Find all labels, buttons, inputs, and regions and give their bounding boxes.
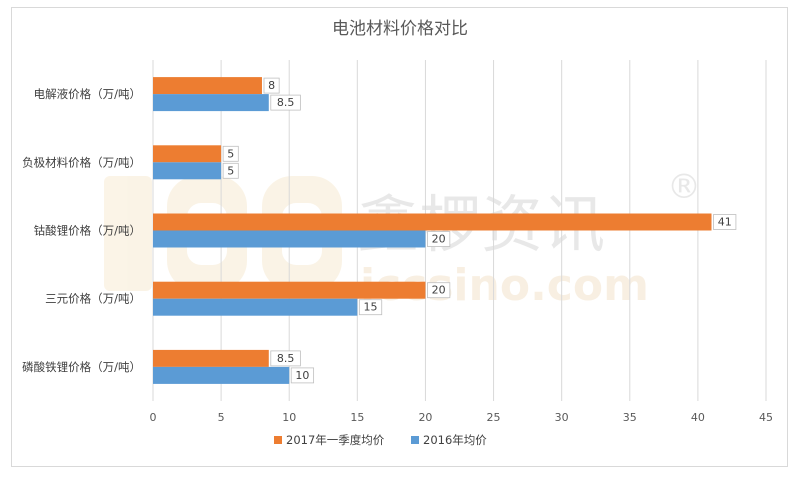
legend: 2017年一季度均价 2016年均价 [274, 433, 487, 447]
legend-label: 2016年均价 [423, 433, 487, 447]
data-label-box [358, 299, 383, 316]
data-label-box [427, 231, 451, 247]
bar-series1 [153, 213, 712, 231]
x-tick-label: 35 [623, 411, 637, 424]
data-label-box [290, 367, 315, 384]
chart-svg: 鑫椤资讯 ® iccsino.com 电池材料价格对比 88.555412020… [22, 19, 774, 447]
data-label: 5 [227, 147, 234, 160]
chart-title: 电池材料价格对比 [332, 19, 468, 39]
x-tick-label: 40 [691, 411, 705, 424]
data-label-box [222, 145, 239, 162]
data-label: 41 [718, 216, 732, 229]
x-tick-label: 15 [350, 411, 364, 424]
category-axis: 电解液价格（万/吨） 负极材料价格（万/吨） 钴酸锂价格（万/吨） 三元价格（万/吨）… [22, 87, 141, 374]
bar-series2 [153, 230, 426, 248]
legend-label: 2017年一季度均价 [286, 433, 385, 447]
data-label-box [270, 94, 301, 111]
bar-series2 [153, 162, 222, 180]
bar-series1 [153, 349, 269, 367]
x-tick-label: 45 [759, 411, 773, 424]
x-tick-label: 25 [487, 411, 501, 424]
bar-series1 [153, 281, 426, 299]
data-label-box [427, 282, 451, 299]
data-label-box [270, 350, 301, 367]
legend-swatch [411, 436, 419, 444]
x-tick-label: 0 [150, 411, 157, 424]
bar-series2 [153, 298, 358, 316]
bar-layer [153, 77, 712, 384]
data-label-box [263, 77, 280, 94]
category-label: 负极材料价格（万/吨） [22, 155, 141, 169]
data-label: 8.5 [277, 352, 295, 365]
data-label-box [713, 214, 737, 230]
data-label: 5 [227, 164, 234, 177]
category-label: 电解液价格（万/吨） [34, 87, 141, 101]
data-label: 8 [268, 79, 275, 92]
value-axis: 0 5 10 15 20 25 30 35 40 45 [150, 411, 774, 424]
x-tick-label: 10 [282, 411, 296, 424]
bar-series2 [153, 94, 269, 112]
data-label: 8.5 [277, 96, 295, 109]
data-label: 10 [295, 369, 309, 382]
data-label: 20 [432, 284, 446, 297]
data-label: 20 [432, 233, 446, 246]
bar-series1 [153, 145, 222, 163]
chart-frame: 鑫椤资讯 ® iccsino.com 电池材料价格对比 88.555412020… [11, 7, 788, 467]
legend-swatch [274, 436, 282, 444]
bar-series1 [153, 77, 262, 95]
bar-series2 [153, 366, 290, 384]
x-tick-label: 30 [555, 411, 569, 424]
category-label: 三元价格（万/吨） [45, 292, 141, 306]
x-tick-label: 5 [218, 411, 225, 424]
data-label: 15 [364, 301, 378, 314]
data-label-box [222, 162, 239, 179]
category-label: 钴酸锂价格（万/吨） [34, 224, 141, 238]
x-tick-label: 20 [418, 411, 432, 424]
watermark-registered: ® [667, 167, 701, 207]
category-label: 磷酸铁锂价格（万/吨） [22, 360, 141, 374]
